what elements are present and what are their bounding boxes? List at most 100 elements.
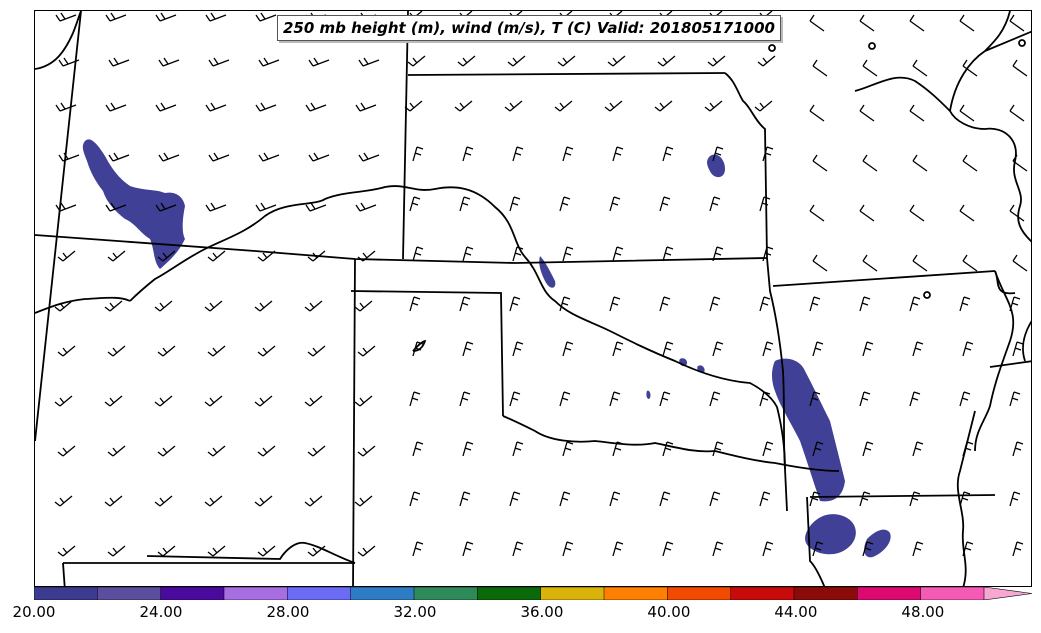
wind-barb bbox=[759, 491, 771, 507]
wind-barb bbox=[812, 59, 828, 77]
wind-barb bbox=[909, 14, 925, 32]
wind-barb bbox=[355, 102, 377, 112]
wind-barb bbox=[207, 250, 226, 262]
wind-barb bbox=[607, 55, 626, 67]
wind-barb bbox=[809, 104, 825, 122]
wind-barb bbox=[862, 441, 874, 457]
wind-barb bbox=[909, 391, 921, 407]
temperature-fill-region bbox=[864, 529, 891, 558]
wind-barb bbox=[1009, 391, 1021, 407]
wind-barb bbox=[809, 204, 825, 222]
wind-barb bbox=[962, 341, 974, 357]
wind-barb bbox=[307, 545, 326, 557]
lake-marker bbox=[868, 42, 876, 50]
wind-barb bbox=[762, 341, 774, 357]
temperature-fill-region bbox=[646, 390, 651, 399]
map-canvas bbox=[35, 11, 1031, 586]
wind-barb bbox=[459, 196, 471, 212]
colorbar-segment bbox=[857, 587, 922, 600]
wind-barb bbox=[1012, 441, 1024, 457]
wind-barb bbox=[762, 541, 774, 557]
wind-barb bbox=[357, 445, 376, 457]
wind-barb bbox=[207, 445, 226, 457]
temperature-fill-region bbox=[539, 256, 556, 288]
wind-barb bbox=[354, 495, 373, 507]
wind-barb bbox=[409, 296, 421, 312]
wind-barb bbox=[207, 345, 226, 357]
wind-barb bbox=[258, 57, 280, 67]
wind-barb bbox=[357, 345, 376, 357]
wind-barb bbox=[612, 341, 624, 357]
wind-barb bbox=[712, 246, 724, 262]
boundary-line bbox=[772, 270, 996, 287]
wind-barb bbox=[812, 154, 828, 172]
wind-barb bbox=[257, 345, 276, 357]
boundary-line bbox=[974, 270, 1015, 452]
wind-barb bbox=[762, 441, 774, 457]
wind-barb bbox=[105, 202, 127, 212]
wind-barb bbox=[358, 57, 380, 67]
wind-barb bbox=[357, 545, 376, 557]
wind-barb bbox=[105, 12, 127, 22]
wind-barb bbox=[509, 196, 521, 212]
wind-barb bbox=[307, 250, 326, 262]
wind-barb bbox=[754, 100, 773, 112]
wind-barb bbox=[504, 100, 523, 112]
wind-barb bbox=[709, 196, 721, 212]
wind-barb bbox=[205, 12, 227, 22]
wind-barb bbox=[609, 196, 621, 212]
colorbar-segment bbox=[603, 587, 669, 600]
wind-barb bbox=[104, 395, 123, 407]
wind-barb bbox=[859, 104, 875, 122]
wind-barb bbox=[462, 341, 474, 357]
colorbar-segment bbox=[793, 587, 859, 600]
wind-barb bbox=[307, 345, 326, 357]
state-boundaries bbox=[35, 11, 1031, 586]
wind-barb bbox=[57, 250, 76, 262]
colorbar-segment bbox=[287, 587, 352, 600]
wind-barb bbox=[562, 541, 574, 557]
map-title: 250 mb height (m), wind (m/s), T (C) Val… bbox=[277, 15, 781, 41]
wind-barb bbox=[809, 14, 825, 32]
wind-barb bbox=[409, 391, 421, 407]
wind-barb bbox=[654, 100, 673, 112]
wind-barb bbox=[812, 254, 828, 272]
colorbar-tick-label: 48.00 bbox=[901, 603, 945, 621]
wind-barb bbox=[609, 296, 621, 312]
wind-barb bbox=[512, 146, 524, 162]
boundary-line bbox=[35, 11, 82, 70]
wind-barb bbox=[609, 491, 621, 507]
wind-barb bbox=[757, 55, 776, 67]
wind-barb bbox=[459, 491, 471, 507]
wind-barb bbox=[462, 246, 474, 262]
wind-barb bbox=[157, 545, 176, 557]
wind-barb bbox=[409, 491, 421, 507]
wind-barb bbox=[912, 154, 928, 172]
boundary-line bbox=[62, 562, 66, 586]
wind-barb bbox=[158, 57, 180, 67]
wind-barb bbox=[355, 202, 377, 212]
wind-barb bbox=[662, 441, 674, 457]
wind-barb bbox=[862, 59, 878, 77]
wind-barb bbox=[859, 296, 871, 312]
boundary-line bbox=[994, 270, 1016, 295]
wind-barb bbox=[307, 445, 326, 457]
colorbar-tick-label: 40.00 bbox=[647, 603, 691, 621]
colorbar-segment bbox=[920, 587, 985, 600]
wind-barb bbox=[859, 14, 875, 32]
wind-barb bbox=[562, 341, 574, 357]
wind-barb bbox=[157, 250, 176, 262]
boundary-line bbox=[350, 290, 504, 417]
wind-barb bbox=[1009, 296, 1021, 312]
wind-barb bbox=[55, 102, 77, 112]
boundary-line bbox=[949, 11, 1011, 112]
wind-barb bbox=[509, 491, 521, 507]
wind-barb bbox=[204, 395, 223, 407]
wind-barb bbox=[704, 100, 723, 112]
wind-barb bbox=[459, 296, 471, 312]
wind-barb bbox=[404, 100, 423, 112]
wind-barb bbox=[509, 391, 521, 407]
wind-barb bbox=[659, 491, 671, 507]
colorbar-tick-label: 36.00 bbox=[520, 603, 564, 621]
wind-barb bbox=[812, 541, 824, 557]
